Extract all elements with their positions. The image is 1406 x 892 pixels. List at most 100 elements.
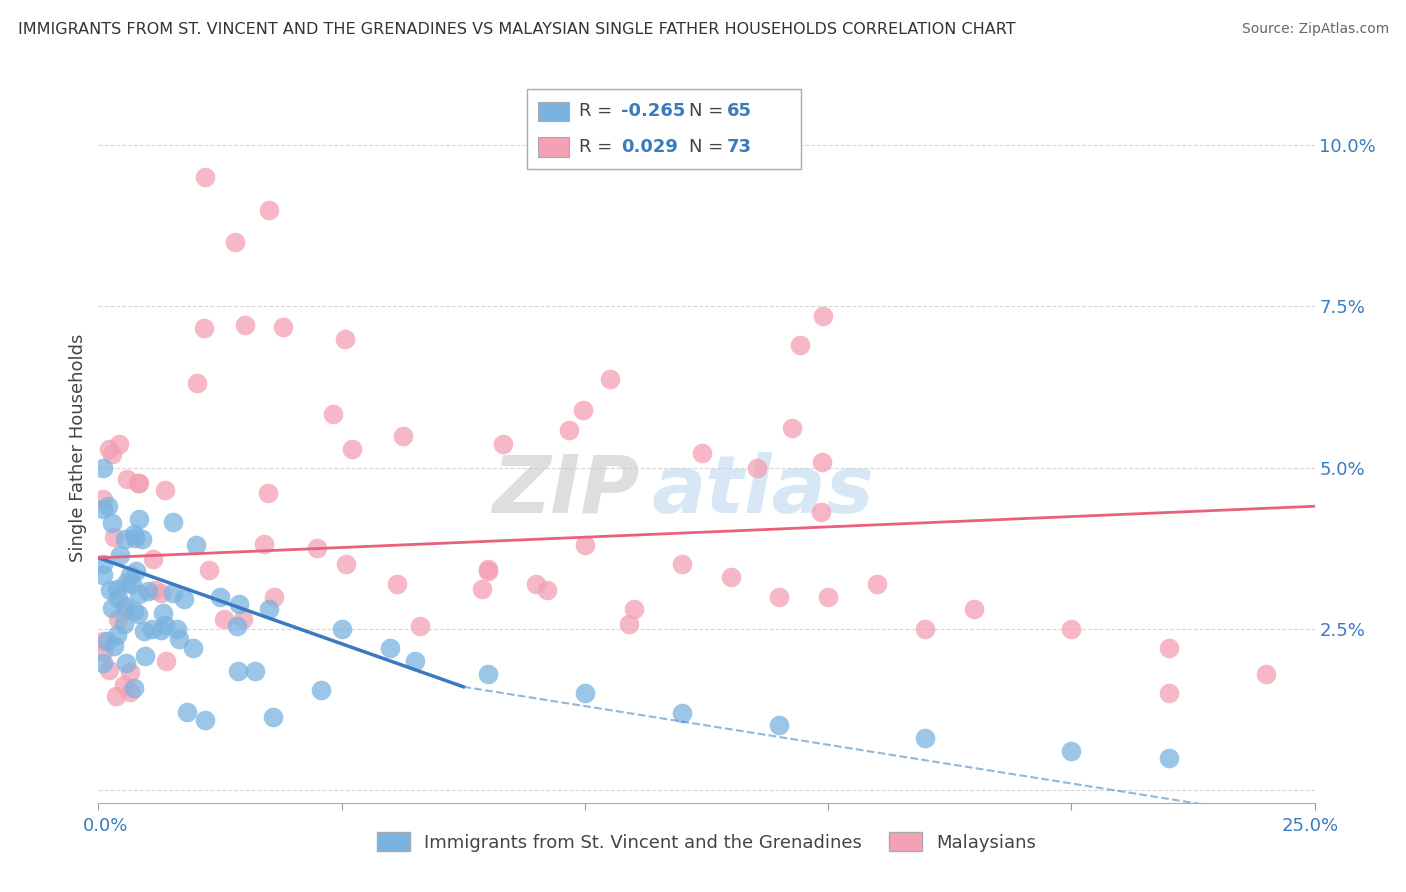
Point	[477, 562, 499, 576]
Point	[91, 460, 114, 475]
Point	[1254, 666, 1277, 681]
Point	[91, 568, 114, 582]
Point	[141, 623, 163, 637]
Point	[263, 590, 285, 604]
Point	[120, 685, 142, 699]
Point	[231, 612, 253, 626]
Point	[409, 619, 432, 633]
Point	[330, 622, 353, 636]
Point	[194, 713, 217, 727]
Point	[131, 532, 153, 546]
Point	[121, 577, 143, 591]
Point	[122, 604, 145, 618]
Text: N =: N =	[689, 138, 728, 156]
Point	[228, 665, 250, 679]
Point	[91, 645, 114, 659]
Text: R =: R =	[579, 138, 619, 156]
Point	[557, 423, 579, 437]
Point	[169, 632, 191, 647]
Point	[866, 576, 889, 591]
Point	[253, 537, 276, 551]
Text: 0.0%: 0.0%	[83, 817, 128, 835]
Point	[768, 590, 790, 604]
Text: Source: ZipAtlas.com: Source: ZipAtlas.com	[1241, 22, 1389, 37]
Point	[477, 564, 499, 578]
Point	[477, 666, 499, 681]
Point	[162, 585, 184, 599]
Point	[914, 622, 936, 636]
Point	[97, 663, 120, 677]
Point	[143, 582, 166, 597]
Point	[524, 576, 547, 591]
Text: 0.029: 0.029	[621, 138, 678, 156]
Point	[262, 709, 284, 723]
Point	[125, 564, 148, 578]
Text: 65: 65	[727, 103, 752, 120]
Point	[103, 639, 125, 653]
Point	[104, 689, 127, 703]
Point	[322, 407, 344, 421]
Point	[122, 681, 145, 696]
Point	[671, 706, 693, 720]
Point	[224, 235, 246, 249]
Point	[233, 318, 256, 333]
Point	[817, 590, 839, 604]
Point	[212, 612, 235, 626]
Point	[380, 641, 402, 656]
Y-axis label: Single Father Households: Single Father Households	[69, 334, 87, 563]
Point	[574, 538, 596, 552]
Point	[162, 515, 184, 529]
Point	[335, 332, 357, 346]
Point	[173, 592, 195, 607]
Point	[193, 321, 215, 335]
Point	[391, 428, 413, 442]
Point	[97, 442, 120, 456]
Point	[623, 602, 645, 616]
Point	[619, 616, 641, 631]
Text: ZIP: ZIP	[492, 451, 640, 530]
Point	[132, 624, 155, 639]
Point	[257, 202, 280, 217]
Point	[142, 552, 165, 566]
Point	[194, 170, 217, 185]
Point	[811, 455, 834, 469]
Point	[342, 442, 364, 456]
Point	[110, 548, 132, 562]
Point	[404, 654, 426, 668]
Point	[1157, 750, 1180, 764]
Point	[101, 516, 124, 530]
Point	[309, 682, 332, 697]
Point	[720, 570, 742, 584]
Point	[128, 512, 150, 526]
Point	[127, 475, 149, 490]
Point	[305, 541, 328, 555]
Point	[176, 705, 198, 719]
Point	[91, 657, 114, 671]
Point	[108, 436, 131, 450]
Point	[492, 437, 515, 451]
Point	[115, 657, 138, 671]
Point	[186, 376, 208, 390]
Point	[120, 665, 142, 679]
Point	[112, 678, 135, 692]
Point	[112, 616, 135, 631]
Point	[257, 486, 280, 500]
Point	[91, 491, 114, 506]
Point	[136, 584, 159, 599]
Point	[198, 563, 221, 577]
Text: IMMIGRANTS FROM ST. VINCENT AND THE GRENADINES VS MALAYSIAN SINGLE FATHER HOUSEH: IMMIGRANTS FROM ST. VINCENT AND THE GREN…	[18, 22, 1017, 37]
Point	[149, 586, 172, 600]
Point	[105, 628, 128, 642]
Point	[811, 309, 834, 323]
Point	[225, 619, 247, 633]
Point	[114, 599, 136, 614]
Point	[91, 502, 114, 516]
Point	[98, 583, 121, 598]
Point	[471, 582, 494, 596]
Point	[574, 686, 596, 700]
Point	[385, 577, 408, 591]
Point	[183, 640, 205, 655]
Point	[153, 617, 176, 632]
Point	[105, 582, 128, 596]
Point	[228, 597, 250, 611]
